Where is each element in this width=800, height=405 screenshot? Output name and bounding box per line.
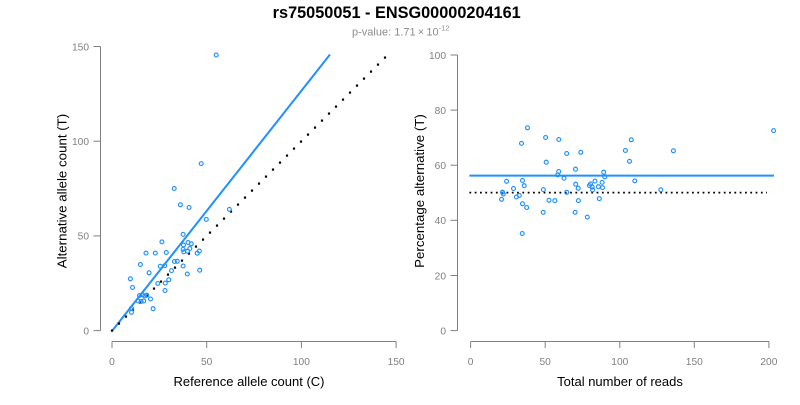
svg-text:0: 0 bbox=[440, 326, 446, 337]
svg-text:20: 20 bbox=[435, 271, 447, 282]
svg-text:Total number of reads: Total number of reads bbox=[557, 374, 683, 389]
svg-text:Reference allele count (C): Reference allele count (C) bbox=[173, 374, 324, 389]
svg-text:p-value: 1.71 × 10-12: p-value: 1.71 × 10-12 bbox=[352, 24, 450, 39]
svg-text:80: 80 bbox=[435, 106, 447, 117]
svg-text:0: 0 bbox=[468, 357, 474, 368]
svg-text:0: 0 bbox=[83, 326, 89, 337]
svg-text:0: 0 bbox=[109, 357, 115, 368]
svg-text:100: 100 bbox=[429, 51, 446, 62]
svg-text:100: 100 bbox=[611, 357, 628, 368]
svg-text:rs75050051 - ENSG00000204161: rs75050051 - ENSG00000204161 bbox=[273, 4, 521, 22]
svg-text:200: 200 bbox=[760, 357, 777, 368]
svg-text:100: 100 bbox=[72, 137, 89, 148]
svg-text:100: 100 bbox=[293, 357, 310, 368]
svg-text:150: 150 bbox=[388, 357, 405, 368]
svg-text:Alternative allele count (T): Alternative allele count (T) bbox=[55, 114, 70, 268]
svg-text:50: 50 bbox=[201, 357, 213, 368]
svg-text:40: 40 bbox=[435, 216, 447, 227]
svg-text:150: 150 bbox=[686, 357, 703, 368]
svg-text:60: 60 bbox=[435, 161, 447, 172]
svg-text:50: 50 bbox=[540, 357, 552, 368]
svg-text:Percentage alternative (T): Percentage alternative (T) bbox=[412, 114, 427, 268]
svg-text:50: 50 bbox=[78, 232, 90, 243]
svg-text:150: 150 bbox=[72, 42, 89, 53]
